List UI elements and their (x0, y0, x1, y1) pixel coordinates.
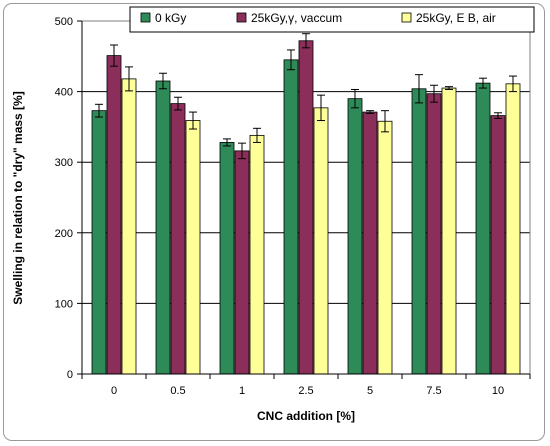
bar-series-2-cat-4 (377, 120, 393, 375)
legend-box (129, 6, 535, 33)
bar-series-0-cat-2 (219, 142, 235, 375)
y-tick-label-0: 0 (67, 369, 73, 381)
bar-series-2-cat-3 (313, 107, 329, 375)
x-axis-ticks: 0 0.5 1 2.5 5 7.5 10 (81, 374, 531, 397)
bar-series-0-cat-6 (475, 82, 491, 375)
bar-series-1-cat-3 (298, 40, 314, 375)
legend-label-eb-air: 25kGy, E B, air (416, 11, 496, 25)
y-axis-ticks: 0 100 200 300 400 500 (55, 16, 82, 381)
y-axis-title: Swelling in relation to "dry" mass [%] (11, 91, 25, 304)
y-tick-label-300: 300 (55, 157, 73, 169)
bar-series-2-cat-5 (441, 87, 457, 375)
x-axis-title: CNC addition [%] (257, 409, 355, 423)
legend: 0 kGy 25kGy,γ, vaccum 25kGy, E B, air (129, 6, 535, 33)
bar-series-0-cat-1 (155, 80, 171, 375)
bars-group (91, 40, 521, 375)
bar-series-0-cat-3 (283, 59, 299, 375)
bar-series-2-cat-2 (249, 134, 265, 375)
x-tick-label-3: 2.5 (298, 385, 313, 397)
x-tick-label-4: 5 (367, 385, 373, 397)
bar-series-1-cat-0 (106, 55, 122, 375)
bar-series-2-cat-6 (505, 83, 521, 375)
y-tick-label-100: 100 (55, 298, 73, 310)
bar-series-0-cat-5 (411, 88, 427, 375)
legend-label-0-kgy: 0 kGy (155, 11, 186, 25)
legend-swatch-gamma-vacuum (236, 12, 247, 23)
y-tick-label-500: 500 (55, 16, 73, 28)
bar-series-1-cat-4 (362, 111, 378, 375)
legend-swatch-0-kgy (140, 12, 151, 23)
y-tick-label-200: 200 (55, 228, 73, 240)
bar-series-1-cat-6 (490, 115, 506, 375)
legend-swatch-eb-air (401, 12, 412, 23)
bar-series-2-cat-0 (121, 78, 137, 375)
legend-label-gamma-vacuum: 25kGy,γ, vaccum (251, 11, 342, 25)
y-tick-label-400: 400 (55, 87, 73, 99)
x-tick-label-5: 7.5 (426, 385, 441, 397)
bar-series-2-cat-1 (185, 120, 201, 375)
x-tick-label-1: 0.5 (170, 385, 185, 397)
x-tick-label-0: 0 (111, 385, 117, 397)
bar-series-1-cat-5 (426, 93, 442, 375)
error-bars-group (95, 33, 517, 160)
bar-series-1-cat-2 (234, 150, 250, 375)
bar-series-0-cat-0 (91, 110, 107, 375)
bar-series-0-cat-4 (347, 98, 363, 375)
x-tick-label-6: 10 (492, 385, 504, 397)
x-tick-label-2: 1 (239, 385, 245, 397)
bar-series-1-cat-1 (170, 103, 186, 375)
